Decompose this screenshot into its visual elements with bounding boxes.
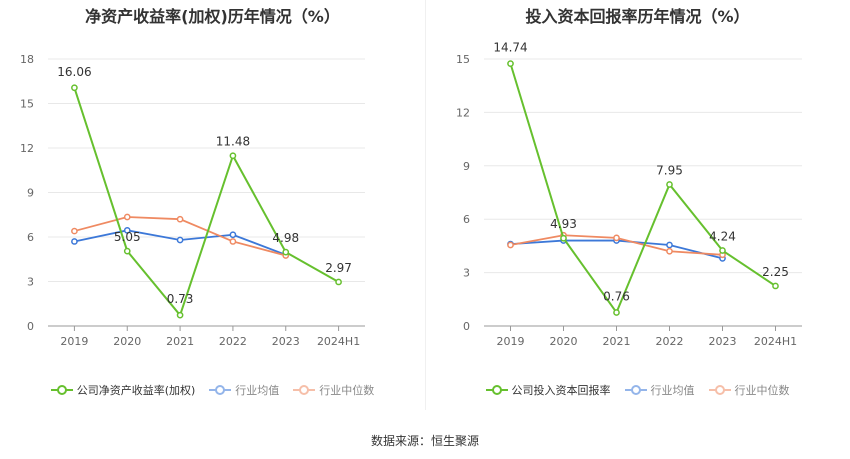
x-tick-label: 2021: [166, 335, 194, 348]
y-tick-label: 12: [20, 142, 34, 155]
data-point: [666, 247, 673, 255]
data-point: [613, 234, 620, 242]
legend-item[interactable]: 行业均值: [209, 382, 279, 398]
data-point: [71, 238, 78, 245]
data-source: 数据来源：恒生聚源: [370, 434, 479, 448]
legend-label: 行业均值: [650, 384, 695, 397]
data-label: 16.06: [57, 65, 91, 79]
data-label: 14.74: [493, 41, 527, 55]
x-tick-label: 2019: [497, 335, 525, 348]
x-tick-label: 2019: [60, 335, 88, 348]
roe-chart: 0 3 6 9 12 15 18 2019 2020 2021 2022 2023 2024H1 16.0…: [20, 53, 365, 348]
y-tick-label: 3: [463, 267, 470, 280]
legend-item[interactable]: 行业中位数: [708, 382, 790, 398]
data-label: 11.48: [216, 135, 250, 149]
data-point: [613, 309, 620, 316]
legend-item[interactable]: 公司投入资本回报率: [485, 382, 611, 398]
data-point: [123, 247, 131, 255]
legend-line-circle-icon: [293, 385, 316, 395]
y-tick-label: 15: [20, 98, 34, 111]
data-label: 4.24: [709, 230, 736, 244]
x-tick-label: 2022: [656, 335, 684, 348]
data-label: 4.93: [550, 217, 577, 231]
legend-line-circle-icon: [50, 385, 73, 395]
roic-chart-title: 投入资本回报率历年情况（%）: [525, 7, 750, 26]
legend-line-circle-icon: [209, 385, 232, 395]
x-tick-label: 2024H1: [317, 335, 360, 348]
data-point: [719, 247, 726, 254]
y-tick-label: 0: [27, 320, 34, 333]
y-tick-label: 9: [463, 160, 470, 173]
y-tick-label: 3: [27, 276, 34, 289]
roe-chart-panel: 净资产收益率(加权)历年情况（%） 0 3 6 9 12 15 18 2019 2020 2021…: [0, 0, 425, 420]
data-label: 7.95: [656, 163, 683, 177]
data-point: [176, 215, 184, 223]
data-point: [507, 60, 514, 67]
data-point: [772, 282, 779, 290]
data-point: [123, 213, 131, 221]
y-tick-label: 6: [27, 231, 34, 244]
data-point: [335, 278, 342, 286]
legend-line-circle-icon: [708, 385, 731, 395]
y-tick-label: 6: [463, 213, 470, 226]
x-tick-label: 2020: [550, 335, 578, 348]
data-point: [666, 241, 673, 249]
roe-chart-legend: 公司净资产收益率(加权) 行业均值 行业中位数: [0, 382, 425, 398]
data-point: [123, 226, 131, 234]
x-tick-label: 2023: [272, 335, 300, 348]
data-point: [229, 231, 237, 239]
legend-label: 行业中位数: [319, 384, 375, 397]
data-point: [229, 152, 237, 160]
x-tick-label: 2020: [113, 335, 141, 348]
legend-label: 公司投入资本回报率: [511, 384, 611, 397]
data-label: 0.76: [603, 289, 630, 303]
y-tick-label: 15: [456, 53, 470, 66]
legend-line-circle-icon: [624, 385, 647, 395]
data-point: [229, 238, 237, 245]
data-point: [507, 241, 514, 249]
legend-label: 行业均值: [235, 384, 280, 397]
roic-chart-legend: 公司投入资本回报率 行业均值 行业中位数: [425, 382, 850, 398]
y-tick-label: 12: [456, 106, 470, 119]
roe-chart-title: 净资产收益率(加权)历年情况（%）: [85, 7, 340, 26]
x-tick-label: 2023: [709, 335, 737, 348]
data-point: [560, 234, 567, 242]
data-label: 2.97: [325, 261, 352, 275]
data-label: 4.98: [272, 231, 299, 245]
panel-divider: [425, 0, 426, 410]
data-point: [666, 181, 673, 188]
series-line: [509, 63, 777, 315]
data-label: 2.25: [762, 265, 789, 279]
data-point: [282, 248, 290, 256]
legend-item[interactable]: 公司净资产收益率(加权): [50, 382, 196, 398]
legend-item[interactable]: 行业中位数: [293, 382, 374, 398]
y-tick-label: 18: [20, 53, 34, 66]
data-label: 0.73: [167, 292, 194, 306]
legend-label: 行业中位数: [734, 384, 790, 397]
x-tick-label: 2024H1: [754, 335, 797, 348]
roic-chart: 0 3 6 9 12 15 2019 2020 2021 2022 2023 2024H1 14.74 4…: [456, 41, 802, 348]
series-line: [74, 216, 286, 257]
data-point: [71, 227, 78, 235]
y-tick-label: 0: [463, 320, 470, 333]
data-label: 5.05: [114, 230, 141, 244]
roic-chart-panel: 投入资本回报率历年情况（%） 0 3 6 9 12 15 2019 2020 2021 2022 2…: [425, 0, 850, 420]
legend-label: 公司净资产收益率(加权): [76, 384, 196, 397]
legend-item[interactable]: 行业均值: [624, 382, 695, 398]
legend-line-circle-icon: [485, 385, 508, 395]
x-tick-label: 2021: [603, 335, 631, 348]
data-point: [176, 311, 184, 319]
series-line: [73, 87, 340, 318]
data-point: [71, 84, 78, 92]
data-point: [176, 236, 184, 244]
x-tick-label: 2022: [219, 335, 247, 348]
y-tick-label: 9: [27, 187, 34, 200]
